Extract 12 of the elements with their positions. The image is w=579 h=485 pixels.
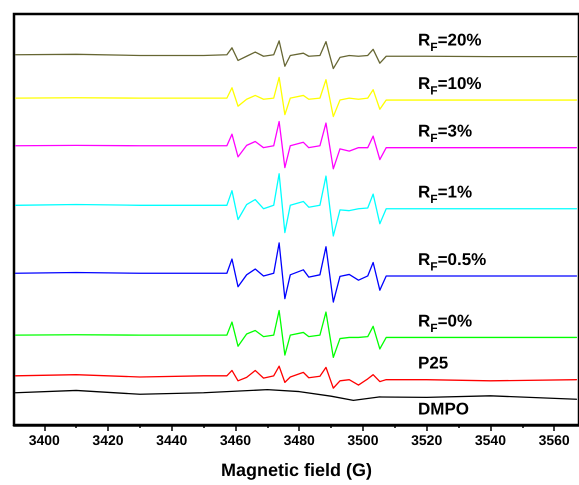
x-tick-label: 3420 bbox=[92, 432, 124, 448]
x-tick-label: 3540 bbox=[474, 432, 506, 448]
series-label: DMPO bbox=[418, 399, 469, 418]
x-tick-label: 3500 bbox=[347, 432, 379, 448]
x-tick-label: 3460 bbox=[220, 432, 252, 448]
x-tick-label: 3560 bbox=[538, 432, 570, 448]
x-tick-label: 3400 bbox=[28, 432, 60, 448]
x-tick-label: 3520 bbox=[411, 432, 442, 448]
x-tick-label: 3480 bbox=[284, 432, 315, 448]
series-label: P25 bbox=[418, 354, 448, 373]
x-tick-label: 3440 bbox=[156, 432, 188, 448]
x-axis-title: Magnetic field (G) bbox=[220, 460, 372, 480]
